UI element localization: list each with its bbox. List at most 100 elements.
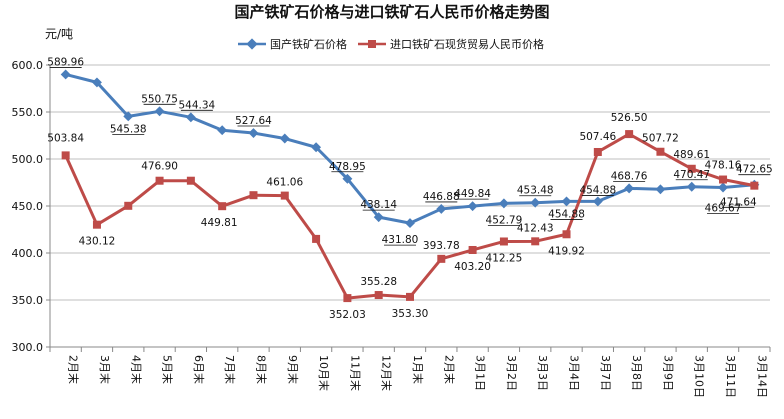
data-point-domestic [592, 196, 603, 207]
y-tick-label: 600.0 [12, 59, 44, 72]
x-tick-label: 2月末 [67, 355, 81, 384]
data-point-import [499, 237, 508, 246]
data-label-import: 430.12 [79, 236, 116, 248]
x-tick-label: 3月2日 [505, 355, 518, 391]
x-tick-label: 3月9日 [661, 355, 674, 391]
data-label-import: 393.78 [423, 240, 460, 252]
chart-title: 国产铁矿石价格与进口铁矿石人民币价格走势图 [234, 3, 549, 21]
data-point-domestic [248, 128, 259, 138]
data-point-domestic [436, 203, 447, 214]
x-tick-label: 2月末 [442, 355, 456, 384]
data-label-domestic: 544.34 [178, 99, 215, 111]
data-point-domestic [561, 196, 572, 207]
data-point-domestic [60, 69, 71, 80]
data-label-domestic: 449.84 [454, 188, 491, 200]
data-label-import: 503.84 [47, 132, 84, 144]
data-label-domestic: 454.88 [548, 208, 585, 220]
x-tick-label: 3月11日 [724, 355, 737, 398]
data-point-import [625, 130, 634, 139]
x-tick-label: 8月末 [254, 355, 268, 384]
data-label-import: 355.28 [360, 276, 397, 288]
data-point-import [406, 292, 414, 301]
y-tick-label: 500.0 [12, 153, 44, 166]
y-tick-label: 300.0 [12, 341, 44, 354]
legend: 国产铁矿石价格 进口铁矿石现货贸易人民币价格 [238, 37, 544, 51]
data-point-import [531, 237, 540, 246]
data-label-domestic: 438.14 [360, 199, 397, 211]
data-point-import [593, 147, 602, 156]
legend-label-domestic: 国产铁矿石价格 [270, 37, 347, 51]
y-tick-label: 550.0 [12, 106, 44, 119]
data-label-domestic: 469.67 [705, 203, 742, 215]
data-label-domestic: 527.64 [235, 115, 272, 127]
data-point-import [92, 220, 101, 229]
data-label-domestic: 468.76 [611, 170, 648, 182]
data-point-domestic [718, 182, 728, 193]
data-label-domestic: 550.75 [141, 93, 178, 105]
data-label-domestic: 472.65 [736, 164, 773, 176]
data-point-domestic [123, 111, 134, 122]
data-label-import: 489.61 [673, 149, 710, 161]
data-point-import [124, 201, 133, 210]
data-label-import: 507.46 [579, 131, 616, 143]
data-label-import: 478.16 [705, 160, 742, 172]
data-point-import [687, 164, 696, 173]
data-label-import: 412.43 [517, 222, 554, 234]
x-tick-label: 7月末 [223, 355, 237, 384]
data-point-import [343, 294, 352, 303]
data-label-domestic: 454.88 [579, 184, 616, 196]
data-point-domestic [530, 197, 541, 208]
x-tick-label: 3月1日 [474, 355, 487, 391]
data-point-domestic [217, 125, 228, 136]
x-tick-label: 1月末 [411, 355, 425, 384]
axes: 300.0 350.0 400.0 450.0 500.0 550.0 600.0 2月末 3月… [12, 59, 771, 398]
data-label-domestic: 453.48 [517, 185, 554, 197]
x-tick-label: 10月末 [317, 355, 331, 391]
data-label-domestic: 452.79 [486, 214, 523, 226]
data-point-import [61, 151, 70, 160]
data-label-domestic: 446.88 [423, 191, 460, 203]
x-tick-label: 5月末 [161, 355, 175, 384]
y-unit-label: 元/吨 [45, 27, 73, 41]
x-tick-label: 3月3日 [536, 355, 549, 391]
data-point-import [312, 234, 321, 243]
data-point-import [719, 175, 728, 184]
data-point-domestic [311, 142, 322, 153]
data-label-import: 461.06 [266, 177, 303, 189]
y-tick-label: 450.0 [12, 200, 44, 213]
data-point-domestic [92, 77, 102, 88]
data-point-domestic [624, 183, 635, 194]
data-point-domestic [498, 198, 509, 209]
data-label-domestic: 431.80 [382, 234, 419, 246]
data-point-domestic [405, 218, 415, 229]
x-tick-label: 3月10日 [693, 355, 706, 398]
data-label-import: 352.03 [329, 309, 366, 321]
data-label-import: 507.72 [642, 133, 679, 145]
data-point-import [468, 245, 477, 254]
data-point-domestic [373, 212, 384, 223]
data-label-domestic: 545.38 [110, 123, 147, 135]
data-label-import: 471.64 [720, 197, 757, 209]
data-point-import [374, 291, 383, 300]
data-point-import [562, 230, 571, 239]
data-point-import [280, 191, 289, 200]
data-label-import: 419.92 [548, 245, 585, 257]
x-tick-label: 3月8日 [630, 355, 643, 391]
x-tick-label: 9月末 [286, 355, 300, 384]
data-point-import [249, 191, 258, 200]
data-point-domestic [154, 106, 165, 117]
data-point-import [186, 176, 195, 185]
data-point-import [155, 176, 164, 185]
legend-marker-domestic [246, 38, 258, 50]
grid [50, 64, 770, 348]
legend-label-import: 进口铁矿石现货贸易人民币价格 [390, 37, 544, 51]
data-point-import [656, 147, 665, 156]
data-label-import: 353.30 [392, 308, 429, 320]
data-label-import: 526.50 [611, 112, 648, 124]
x-tick-label: 3月4日 [568, 355, 581, 391]
series-layer [60, 69, 760, 303]
x-tick-label: 3月14日 [755, 355, 768, 398]
x-tick-label: 3月7日 [599, 355, 612, 391]
